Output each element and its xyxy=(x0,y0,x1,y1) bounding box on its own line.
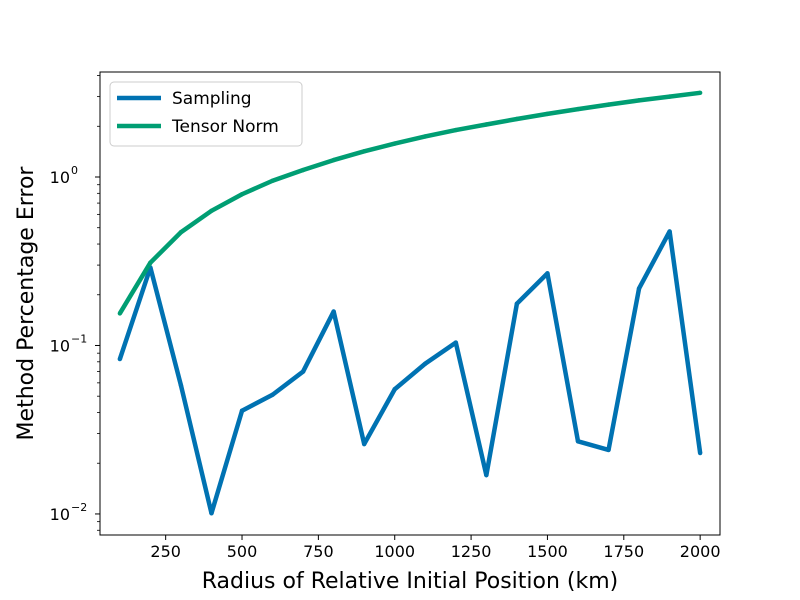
plot-frame xyxy=(99,71,721,536)
y-tick-label: 10 xyxy=(50,336,70,355)
y-tick-exponent: 0 xyxy=(71,164,78,177)
x-tick-label: 1250 xyxy=(451,542,492,561)
data-point-sampling xyxy=(117,356,123,362)
legend-label-tensor-norm: Tensor Norm xyxy=(171,117,279,137)
data-point-tensor-norm xyxy=(667,94,672,99)
data-point-tensor-norm xyxy=(117,311,123,316)
data-point-tensor-norm xyxy=(270,178,275,183)
x-tick-label: 1750 xyxy=(603,542,644,561)
legend-label-sampling: Sampling xyxy=(172,89,252,109)
data-point-tensor-norm xyxy=(514,116,520,122)
y-tick-exponent: −2 xyxy=(71,501,87,514)
data-point-sampling xyxy=(270,392,275,397)
x-tick-label: 1000 xyxy=(374,542,415,561)
data-point-tensor-norm xyxy=(148,260,153,265)
data-point-tensor-norm xyxy=(697,90,703,96)
data-point-sampling xyxy=(697,450,703,456)
x-axis: 250 500 750 1000 1250 1500 1750 2000 xyxy=(150,535,721,561)
series-line-tensor-norm xyxy=(117,90,701,315)
x-tick-label: 250 xyxy=(150,542,181,561)
data-point-sampling xyxy=(453,340,459,345)
x-tick-label: 2000 xyxy=(680,542,721,561)
data-point-sampling xyxy=(606,447,611,453)
data-point-sampling xyxy=(636,286,642,291)
series-line-sampling xyxy=(117,229,703,516)
data-point-tensor-norm xyxy=(331,157,336,163)
data-point-tensor-norm xyxy=(239,192,245,197)
y-tick-exponent: −1 xyxy=(71,332,87,345)
x-axis-label: Radius of Relative Initial Position (km) xyxy=(202,569,619,594)
y-tick-label: 10 xyxy=(50,505,70,524)
data-point-tensor-norm xyxy=(209,208,214,214)
x-tick-label: 1500 xyxy=(527,542,568,561)
data-point-sampling xyxy=(667,229,672,234)
plot-background xyxy=(100,72,720,535)
y-tick-label: 10 xyxy=(50,168,70,187)
y-axis-label: Method Percentage Error xyxy=(14,166,39,441)
data-point-sampling xyxy=(300,369,306,374)
data-point-tensor-norm xyxy=(361,149,367,154)
data-point-sampling xyxy=(575,439,581,444)
data-point-tensor-norm xyxy=(606,102,611,107)
series-layer xyxy=(117,90,703,516)
data-point-tensor-norm xyxy=(300,167,306,173)
x-tick-label: 750 xyxy=(303,542,334,561)
data-point-sampling xyxy=(514,301,520,306)
x-tick-label: 500 xyxy=(227,542,258,561)
legend: Sampling Tensor Norm xyxy=(109,81,303,147)
data-point-tensor-norm xyxy=(423,134,428,139)
data-point-sampling xyxy=(361,441,367,447)
data-point-sampling xyxy=(239,408,245,413)
data-point-tensor-norm xyxy=(636,98,642,103)
data-point-sampling xyxy=(484,472,489,478)
y-minor-ticks xyxy=(97,75,100,531)
data-point-tensor-norm xyxy=(453,127,459,133)
data-point-sampling xyxy=(209,511,214,516)
data-point-tensor-norm xyxy=(484,122,489,127)
data-point-tensor-norm xyxy=(545,111,550,117)
data-point-tensor-norm xyxy=(575,106,581,112)
data-point-sampling xyxy=(423,361,428,366)
data-point-sampling xyxy=(331,309,336,314)
data-point-tensor-norm xyxy=(178,230,184,235)
data-point-tensor-norm xyxy=(392,141,397,146)
data-point-sampling xyxy=(545,271,550,276)
data-point-sampling xyxy=(392,387,397,392)
data-point-sampling xyxy=(178,383,184,388)
